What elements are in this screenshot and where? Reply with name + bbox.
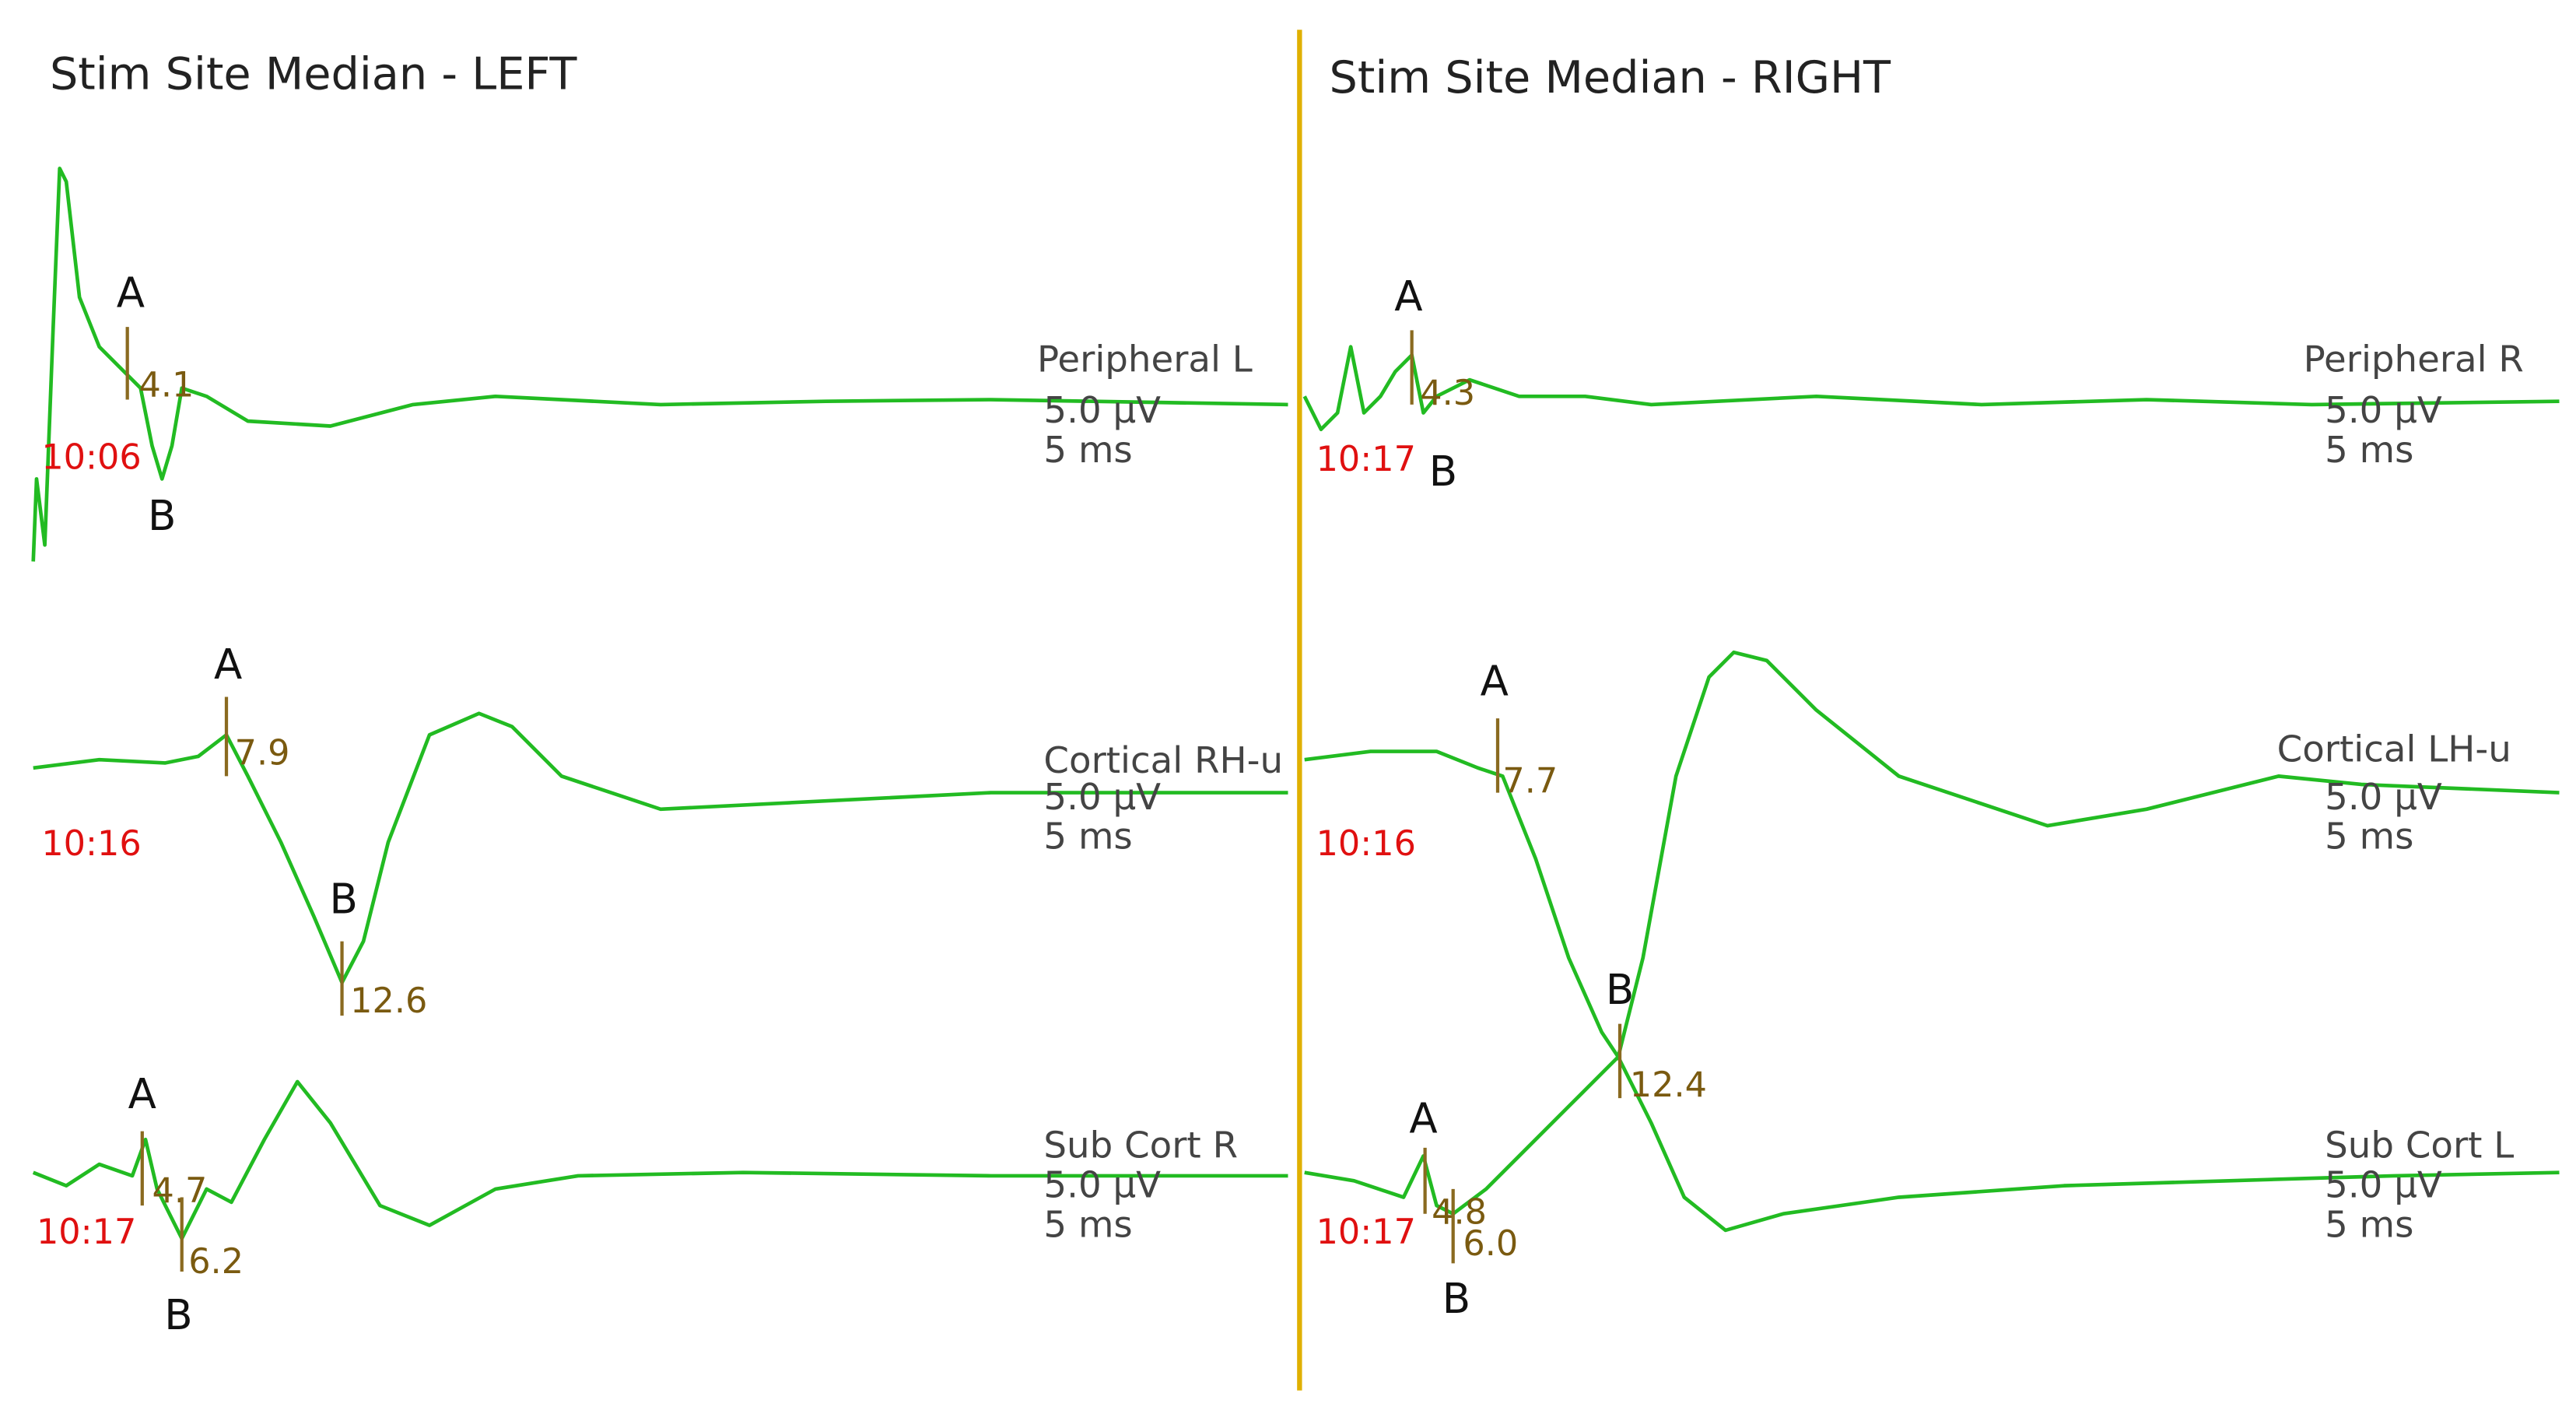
trace-sweep: 5 ms bbox=[1043, 1204, 1132, 1246]
trace-label: Cortical LH-u bbox=[2277, 728, 2511, 770]
marker-name: A bbox=[1409, 1095, 1437, 1143]
trace-sweep: 5 ms bbox=[1043, 430, 1132, 472]
marker-latency: 7.9 bbox=[235, 733, 290, 774]
marker-name: B bbox=[1429, 447, 1457, 496]
trace-sensitivity: 5.0 µV bbox=[1043, 390, 1161, 432]
trace-time: 10:06 bbox=[41, 437, 141, 478]
marker-latency: 6.0 bbox=[1463, 1223, 1518, 1264]
trace-time: 10:17 bbox=[37, 1212, 136, 1252]
trace-sweep: 5 ms bbox=[1043, 816, 1132, 858]
waveform bbox=[1304, 650, 2560, 1059]
trace-label: Sub Cort R bbox=[1043, 1125, 1238, 1167]
panel-title: Stim Site Median - RIGHT bbox=[1330, 51, 1892, 104]
waveform bbox=[1302, 345, 2560, 432]
trace-sweep: 5 ms bbox=[2325, 1204, 2413, 1246]
marker-name: A bbox=[128, 1070, 156, 1118]
marker-name: A bbox=[117, 269, 145, 318]
marker-latency: 4.3 bbox=[1420, 373, 1475, 413]
waveform bbox=[32, 1079, 1288, 1240]
marker-name: A bbox=[1481, 657, 1509, 705]
marker-name: B bbox=[164, 1291, 192, 1339]
marker-latency: 12.4 bbox=[1630, 1065, 1707, 1105]
waveform bbox=[33, 711, 1288, 984]
marker-name: B bbox=[148, 492, 176, 540]
panel-title: Stim Site Median - LEFT bbox=[50, 48, 577, 100]
marker-latency: 6.2 bbox=[188, 1241, 244, 1282]
trace-sensitivity: 5.0 µV bbox=[2325, 777, 2442, 819]
trace-sensitivity: 5.0 µV bbox=[1043, 777, 1161, 819]
marker-latency: 4.7 bbox=[152, 1170, 208, 1211]
marker-name: A bbox=[1394, 272, 1422, 321]
trace-sweep: 5 ms bbox=[2325, 430, 2413, 472]
trace-label: Cortical RH-u bbox=[1043, 740, 1283, 782]
trace-sensitivity: 5.0 µV bbox=[1043, 1164, 1161, 1206]
marker-name: B bbox=[1442, 1275, 1470, 1323]
marker-latency: 4.8 bbox=[1432, 1191, 1487, 1232]
marker-latency: 12.6 bbox=[350, 981, 427, 1021]
trace-label: Peripheral R bbox=[2304, 339, 2524, 381]
marker-name: B bbox=[329, 875, 357, 924]
marker-latency: 4.1 bbox=[139, 364, 195, 405]
trace-sweep: 5 ms bbox=[2325, 816, 2413, 858]
trace-time: 10:17 bbox=[1316, 439, 1416, 479]
trace-sensitivity: 5.0 µV bbox=[2325, 1164, 2442, 1206]
trace-time: 10:17 bbox=[1316, 1212, 1416, 1252]
waveform bbox=[31, 167, 1288, 562]
trace-sensitivity: 5.0 µV bbox=[2325, 390, 2442, 432]
trace-time: 10:16 bbox=[1316, 823, 1416, 864]
marker-latency: 7.7 bbox=[1502, 761, 1558, 802]
trace-label: Sub Cort L bbox=[2325, 1125, 2514, 1167]
trace-label: Peripheral L bbox=[1037, 339, 1253, 381]
marker-name: B bbox=[1606, 966, 1634, 1014]
marker-name: A bbox=[214, 640, 242, 689]
trace-time: 10:16 bbox=[41, 823, 141, 864]
